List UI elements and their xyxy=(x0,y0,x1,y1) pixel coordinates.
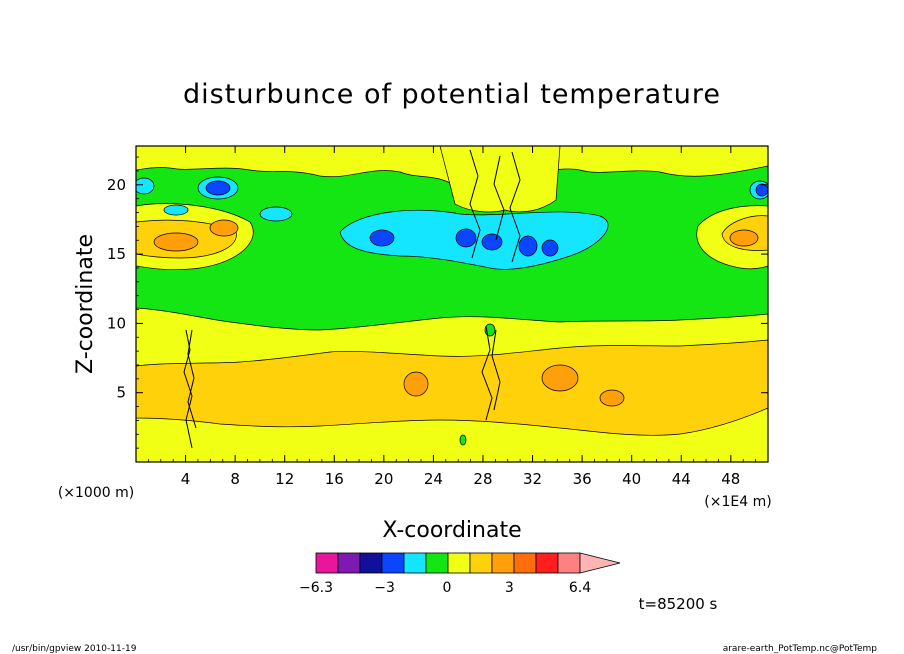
colorbar-label: −6.3 xyxy=(299,580,333,596)
contour-warm-core-2 xyxy=(541,364,579,392)
contour-warm-core-3 xyxy=(599,389,625,407)
colorbar-swatch xyxy=(469,552,493,574)
contour-small-cyan xyxy=(163,204,189,216)
colorbar-swatch xyxy=(403,552,427,574)
colorbar-swatch xyxy=(337,552,361,574)
colorbar-swatch xyxy=(513,552,537,574)
colorbar-swatch xyxy=(425,552,449,574)
contour-edge-left-cyan xyxy=(136,177,155,195)
time-label: t=85200 s xyxy=(639,595,718,613)
contour-left-core-2 xyxy=(209,219,239,237)
wave-streak-center xyxy=(481,325,493,421)
x-tick-label: 24 xyxy=(424,470,443,488)
y-tick-label: 5 xyxy=(116,384,126,402)
contour-cold-blue-1 xyxy=(369,229,395,247)
colorbar-swatch xyxy=(381,552,405,574)
colorbar-swatch xyxy=(447,552,471,574)
colorbar-swatch xyxy=(359,552,383,574)
plot-area xyxy=(136,146,768,462)
wave-streak-left-2 xyxy=(187,329,197,429)
wave-streak-center-2 xyxy=(491,329,501,411)
x-tick-label: 28 xyxy=(473,470,492,488)
y-tick-label: 20 xyxy=(107,176,126,194)
contour-cold-blue-4 xyxy=(518,235,538,257)
contour-small-cyan-2 xyxy=(259,206,293,222)
wave-streak-upper-2 xyxy=(509,151,521,263)
x-axis-label: X-coordinate xyxy=(382,518,521,543)
colorbar-label: 6.4 xyxy=(569,580,591,596)
footer-left: /usr/bin/gpview 2010-11-19 xyxy=(12,644,137,654)
wave-streak-upper-3 xyxy=(493,155,505,241)
x-tick-label: 32 xyxy=(523,470,542,488)
colorbar-extend-arrow xyxy=(579,552,621,574)
x-tick-label: 4 xyxy=(181,470,191,488)
x-tick-label: 20 xyxy=(374,470,393,488)
x-unit-note: (×1E4 m) xyxy=(704,494,771,510)
x-tick-label: 12 xyxy=(275,470,294,488)
contour-left-core xyxy=(153,232,199,252)
contour-warm-core-1 xyxy=(403,371,429,397)
chart-title: disturbunce of potential temperature xyxy=(183,79,721,110)
x-tick-label: 40 xyxy=(622,470,641,488)
contour-cold-blue-5 xyxy=(541,239,559,257)
colorbar xyxy=(315,552,621,574)
colorbar-swatch xyxy=(315,552,339,574)
contour-band-orange xyxy=(136,339,768,436)
y-axis-label: Z-coordinate xyxy=(73,234,98,374)
x-tick-label: 16 xyxy=(325,470,344,488)
colorbar-label: −3 xyxy=(374,580,395,596)
contour-plume-yellow xyxy=(439,146,561,213)
footer-right: arare-earth_PotTemp.nc@PotTemp xyxy=(723,644,878,654)
y-tick-label: 15 xyxy=(107,245,126,263)
colorbar-swatch xyxy=(535,552,559,574)
colorbar-label: 3 xyxy=(505,580,514,596)
colorbar-swatch xyxy=(557,552,581,574)
contour-edge-right-blue xyxy=(755,183,768,197)
colorbar-swatch xyxy=(491,552,515,574)
x-axis: 4 8 12 16 20 24 28 32 36 40 44 48 xyxy=(147,146,757,488)
contour-right-core xyxy=(729,229,759,247)
x-tick-label: 8 xyxy=(230,470,240,488)
x-tick-label: 48 xyxy=(721,470,740,488)
y-axis: 5 10 15 20 xyxy=(107,156,768,449)
y-unit-note: (×1000 m) xyxy=(58,485,134,501)
plot-frame xyxy=(135,145,769,463)
y-tick-label: 10 xyxy=(107,314,126,332)
colorbar-labels: −6.3 −3 0 3 6.4 xyxy=(299,580,591,596)
contour-green-spot-2 xyxy=(459,434,467,446)
wave-streak-upper xyxy=(469,149,481,259)
colorbar-label: 0 xyxy=(442,580,451,596)
contour-cold-blue-3 xyxy=(481,233,503,251)
contour-cold-blue-2 xyxy=(455,228,477,248)
x-tick-label: 36 xyxy=(573,470,592,488)
contour-upper-left-blue xyxy=(205,180,231,196)
x-tick-label: 44 xyxy=(672,470,691,488)
